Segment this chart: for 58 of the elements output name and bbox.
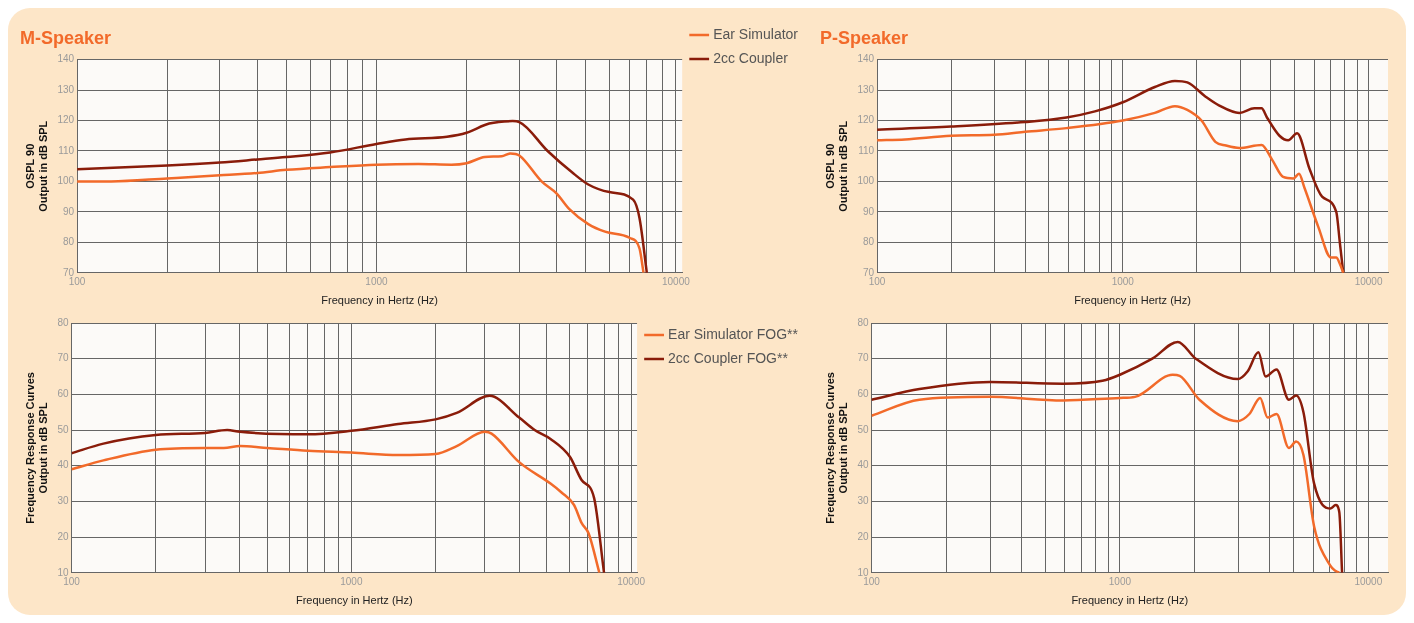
y-tick-label: 140 [857,53,875,65]
text: OSPL 90 [23,143,36,189]
x-tick-label: 10000 [617,575,646,587]
y-tick-label: 70 [857,352,869,364]
y-tick-label: 90 [862,205,875,217]
text: Frequency Response Curves [823,372,836,524]
chart-title: P-Speaker [820,27,909,48]
legend-label: 2cc Coupler [713,49,789,66]
y-tick-label: 60 [57,388,69,400]
x-tick-label: 1000 [1111,275,1135,287]
y-tick-label: 30 [57,495,69,507]
y-tick-label: 140 [57,53,75,65]
y-tick-label: 70 [862,266,875,278]
y-tick-label: 70 [62,266,75,278]
y-tick-label: 50 [57,423,69,435]
y-tick-label: 40 [57,459,69,471]
y-tick-label: 70 [57,352,69,364]
y-tick-label: 80 [857,316,869,328]
y-tick-label: 60 [857,388,869,400]
y-tick-label: 120 [857,114,875,126]
y-tick-label: 80 [62,236,75,248]
text: Output in dB SPL [36,402,49,494]
text: Output in dB SPL [36,120,49,212]
x-axis-title: Frequency in Hertz (Hz) [321,294,439,307]
legend-label: Ear Simulator FOG** [668,325,799,342]
x-tick-label: 10000 [1354,275,1383,287]
y-tick-label: 110 [858,144,875,156]
y-tick-label: 90 [62,205,75,217]
y-tick-label: 10 [57,566,69,578]
x-tick-label: 1000 [365,275,389,287]
x-tick-label: 1000 [1108,575,1132,587]
x-tick-label: 1000 [340,575,363,587]
text: Frequency Response Curves [23,372,36,524]
y-tick-label: 20 [57,530,69,542]
text: OSPL 90 [823,143,836,189]
text: Output in dB SPL [836,402,849,494]
y-tick-label: 100 [857,175,875,187]
x-axis-title: Frequency in Hertz (Hz) [295,594,413,607]
text: Output in dB SPL [836,120,849,212]
y-tick-label: 50 [857,423,869,435]
y-tick-label: 130 [57,83,75,95]
y-tick-label: 30 [857,495,869,507]
legend-label: 2cc Coupler FOG** [668,349,789,366]
y-tick-label: 110 [58,144,75,156]
y-tick-label: 40 [857,459,869,471]
y-tick-label: 20 [857,530,869,542]
y-tick-label: 80 [57,316,69,328]
y-tick-label: 80 [862,236,875,248]
y-tick-label: 100 [57,175,75,187]
x-tick-label: 10000 [1354,575,1383,587]
x-tick-label: 10000 [661,275,691,287]
y-tick-label: 130 [857,83,875,95]
x-axis-title: Frequency in Hertz (Hz) [1071,594,1189,607]
y-tick-label: 120 [57,114,75,126]
x-axis-title: Frequency in Hertz (Hz) [1074,294,1191,307]
legend-label: Ear Simulator [713,25,799,42]
y-tick-label: 10 [857,566,869,578]
chart-title: M-Speaker [20,27,112,48]
